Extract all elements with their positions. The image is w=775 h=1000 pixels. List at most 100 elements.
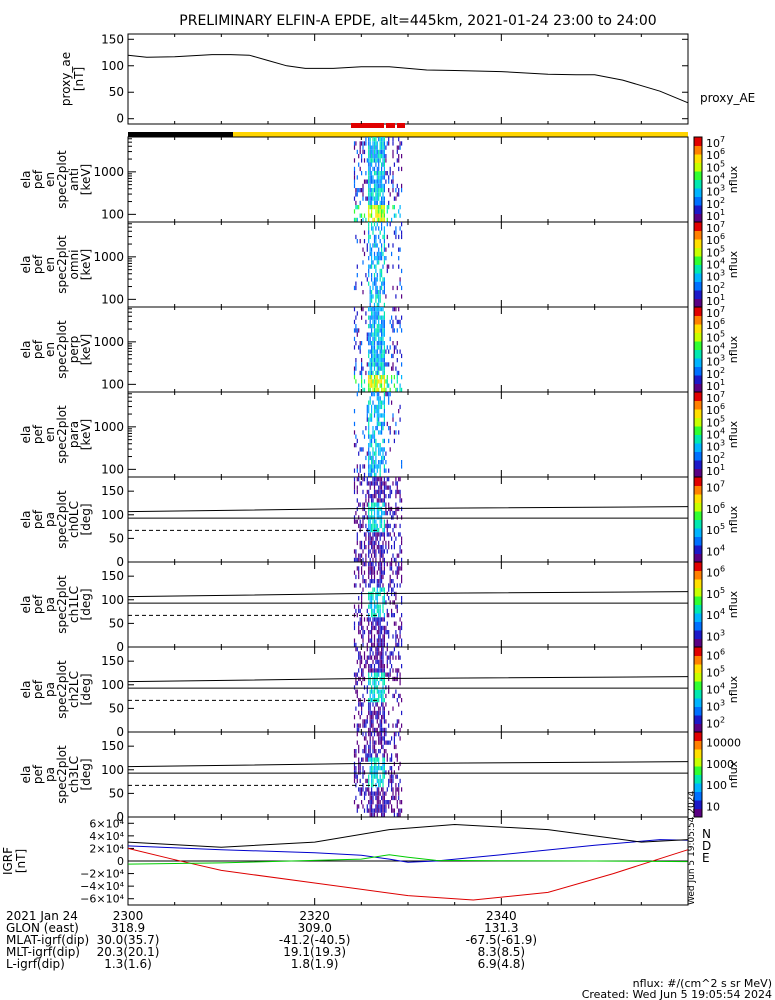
spectrogram-cell bbox=[383, 260, 385, 265]
spectrogram-cell bbox=[355, 770, 357, 775]
spectrogram-cell bbox=[382, 570, 384, 575]
spectrogram-cell bbox=[395, 791, 397, 796]
spectrogram-cell bbox=[375, 549, 377, 554]
spectrogram-cell bbox=[401, 596, 403, 601]
spectrogram-cell bbox=[381, 217, 383, 223]
spectrogram-cell bbox=[371, 668, 373, 673]
spectrogram-cell bbox=[368, 757, 370, 762]
spectrogram-cell bbox=[376, 608, 378, 614]
spectrogram-cell bbox=[383, 477, 385, 482]
spectrogram-cell bbox=[382, 349, 384, 354]
spectrogram-cell bbox=[392, 183, 394, 189]
spectrogram-cell bbox=[386, 379, 388, 384]
spectrogram-cell bbox=[375, 137, 377, 142]
spectrogram-cell bbox=[382, 778, 384, 784]
spectrogram-cell bbox=[393, 307, 395, 312]
spectrogram-cell bbox=[383, 379, 385, 384]
spectrogram-cell bbox=[396, 481, 398, 486]
spectrogram-cell bbox=[396, 358, 398, 363]
spectrogram-cell bbox=[372, 324, 374, 329]
spectrogram-cell bbox=[376, 579, 378, 584]
spectrogram-cell bbox=[373, 264, 376, 269]
spectrogram-cell bbox=[376, 294, 378, 299]
spectrogram-cell bbox=[361, 596, 363, 601]
spectrogram-cell bbox=[371, 468, 373, 473]
spectrogram-cell bbox=[401, 562, 403, 567]
spectrogram-cell bbox=[353, 672, 356, 677]
spectrogram-cell bbox=[375, 145, 377, 150]
spectrogram-cell bbox=[378, 451, 380, 456]
spectrogram-cell bbox=[383, 498, 385, 503]
spectrogram-cell bbox=[365, 749, 367, 754]
colorbar-segment bbox=[694, 791, 702, 801]
spectrogram-cell bbox=[375, 353, 377, 359]
spectrogram-cell bbox=[391, 651, 393, 656]
spectrogram-cell bbox=[381, 562, 383, 567]
spectrogram-cell bbox=[372, 740, 374, 745]
spectrogram-cell bbox=[393, 540, 395, 546]
spectrogram-cell bbox=[368, 217, 370, 223]
spectrogram-cell bbox=[399, 213, 401, 218]
spectrogram-cell bbox=[385, 481, 387, 486]
spectrogram-cell bbox=[382, 324, 384, 329]
spectrogram-cell bbox=[382, 447, 384, 452]
spectrogram-cell bbox=[366, 757, 368, 762]
colorbar-tick-label: 106 bbox=[706, 565, 725, 580]
spectrogram-cell bbox=[376, 149, 378, 155]
spectrogram-cell bbox=[375, 319, 377, 325]
igrf-tick-label: −2×10⁴ bbox=[80, 868, 124, 881]
spectrogram-cell bbox=[358, 604, 360, 609]
spectrogram-cell bbox=[365, 532, 367, 537]
spectrogram-cell bbox=[388, 634, 390, 639]
spectrogram-cell bbox=[379, 634, 381, 639]
spectrogram-ylabel-line: pa bbox=[43, 767, 57, 782]
spectrogram-cell bbox=[391, 736, 393, 741]
spectrogram-cell bbox=[356, 532, 358, 537]
spectrogram-cell bbox=[385, 685, 387, 690]
spectrogram-cell bbox=[386, 519, 388, 524]
spectrogram-cell bbox=[392, 570, 394, 575]
spectrogram-cell bbox=[382, 234, 384, 240]
spectrogram-cell bbox=[371, 251, 373, 257]
spectrogram-cell bbox=[365, 778, 367, 784]
spectrogram-cell bbox=[383, 396, 385, 401]
spectrogram-cell bbox=[355, 583, 357, 588]
colorbar-tick-label: 106 bbox=[706, 648, 725, 663]
spectrogram-cell bbox=[381, 778, 383, 784]
spectrogram-cell bbox=[378, 188, 380, 193]
spectrogram-cell bbox=[391, 251, 393, 257]
spectrogram-cell bbox=[376, 328, 378, 333]
spectrogram-cell bbox=[401, 362, 403, 367]
colorbar-segment bbox=[694, 621, 702, 631]
ephemeris-row-label: GLON (east) bbox=[6, 921, 79, 935]
spectrogram-cell bbox=[383, 494, 385, 499]
spectrogram-cell bbox=[379, 336, 381, 342]
spectrogram-cell bbox=[378, 307, 380, 312]
spectrogram-cell bbox=[381, 744, 383, 750]
spectrogram-cell bbox=[383, 404, 385, 410]
spectrogram-cell bbox=[401, 498, 403, 503]
spectrogram-cell bbox=[355, 188, 357, 193]
spectrogram-cell bbox=[379, 468, 381, 473]
spectrogram-cell bbox=[393, 345, 395, 350]
ephemeris-value: 20.3(20.1) bbox=[97, 945, 160, 959]
colorbar-segment bbox=[694, 604, 702, 614]
spectrogram-cell bbox=[378, 647, 380, 652]
spectrogram-cell bbox=[361, 625, 363, 631]
spectrogram-cell bbox=[386, 362, 388, 367]
spectrogram-cell bbox=[363, 736, 366, 741]
spectrogram-cell bbox=[371, 545, 373, 550]
spectrogram-cell bbox=[392, 243, 394, 248]
spectrogram-ylabel-line: pef bbox=[31, 339, 45, 359]
spectrogram-cell bbox=[375, 477, 377, 482]
spectrogram-cell bbox=[378, 494, 380, 499]
spectrogram-cell bbox=[378, 302, 380, 308]
spectrogram-cell bbox=[386, 477, 388, 482]
spectrogram-cell bbox=[378, 749, 380, 754]
spectrogram-cell bbox=[383, 141, 385, 146]
spectrogram-cell bbox=[376, 668, 378, 673]
spectrogram-cell bbox=[378, 392, 380, 397]
spectrogram-cell bbox=[382, 489, 384, 495]
colorbar-segment bbox=[694, 774, 702, 784]
spectrogram-cell bbox=[386, 264, 388, 269]
